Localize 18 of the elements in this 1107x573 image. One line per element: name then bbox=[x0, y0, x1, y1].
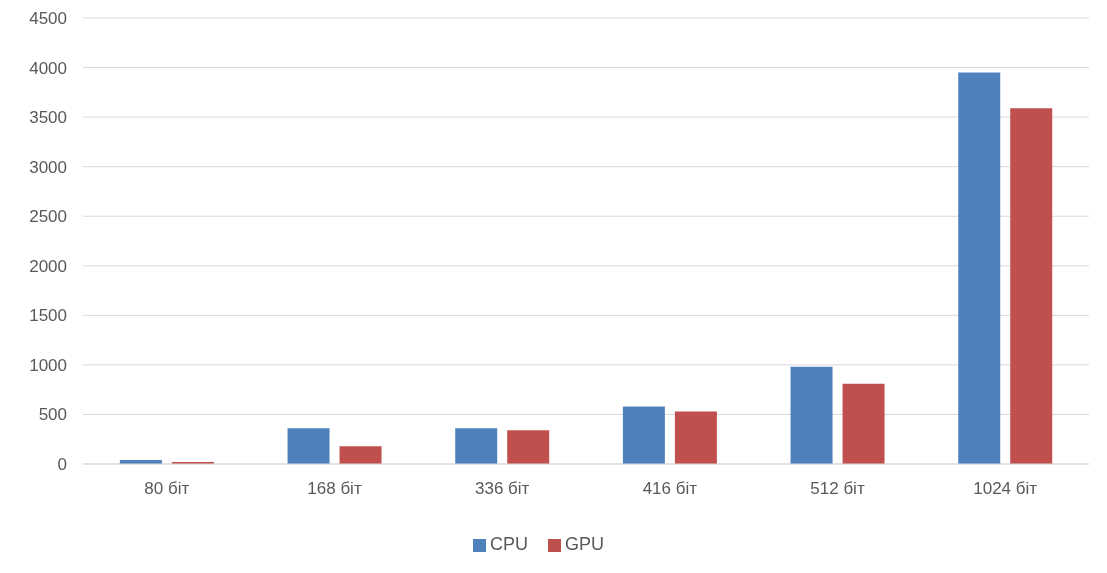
x-tick-label: 512 біт bbox=[810, 479, 865, 499]
y-tick-label: 3000 bbox=[29, 157, 67, 177]
y-tick-label: 0 bbox=[57, 455, 67, 475]
y-tick-label: 2500 bbox=[29, 207, 67, 227]
legend-label: CPU bbox=[489, 534, 528, 554]
y-tick-label: 4000 bbox=[29, 58, 67, 78]
legend-label: GPU bbox=[565, 534, 605, 554]
y-tick-label: 1000 bbox=[29, 355, 67, 375]
x-tick-label: 336 біт bbox=[474, 479, 530, 499]
y-tick-label: 4500 bbox=[29, 9, 67, 29]
x-tick-label: 1024 біт bbox=[973, 479, 1038, 499]
y-tick-label: 2000 bbox=[29, 256, 67, 276]
y-tick-label: 1500 bbox=[29, 306, 67, 326]
y-tick-label: 3500 bbox=[29, 108, 67, 128]
y-tick-label: 500 bbox=[38, 405, 67, 425]
x-tick-label: 168 біт bbox=[307, 479, 362, 499]
x-tick-label: 80 біт bbox=[144, 479, 190, 499]
x-tick-label: 416 біт bbox=[642, 479, 698, 499]
